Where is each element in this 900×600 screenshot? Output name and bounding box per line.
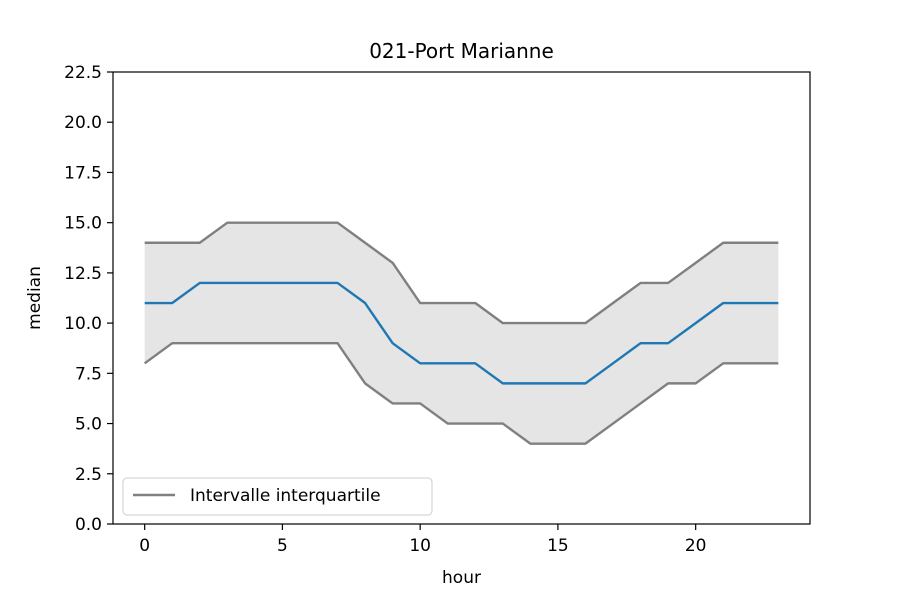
upper-line [144, 221, 779, 325]
lower-line [143, 342, 779, 445]
plot-frame [112, 71, 811, 525]
median-line [144, 281, 779, 385]
y-tick-label: 2.5 [75, 465, 102, 485]
legend-box [122, 477, 433, 516]
interquartile-band [144, 222, 779, 444]
interquartile-fill [144, 222, 779, 444]
legend-label: Intervalle interquartile [190, 486, 381, 506]
x-tick-label: 5 [277, 536, 288, 556]
chart-title: 021-Port Marianne [369, 39, 554, 63]
legend: Intervalle interquartile [122, 477, 433, 516]
y-tick-label: 0.0 [75, 515, 102, 535]
y-tick-label: 15.0 [64, 214, 102, 234]
y-tick-label: 7.5 [75, 364, 102, 384]
x-tick-label: 20 [685, 536, 707, 556]
y-tick-label: 20.0 [64, 113, 102, 133]
x-axis: 0 5 10 15 20 [139, 524, 706, 556]
y-tick-label: 10.0 [64, 314, 102, 334]
y-tick-label: 12.5 [64, 264, 102, 284]
y-tick-label: 17.5 [64, 163, 102, 183]
y-tick-label: 5.0 [75, 415, 102, 435]
series-lines [143, 221, 779, 445]
x-tick-label: 10 [409, 536, 431, 556]
y-tick-label: 22.5 [64, 63, 102, 83]
y-axis-label: median [25, 266, 45, 330]
x-axis-label: hour [442, 568, 481, 588]
x-tick-label: 15 [547, 536, 569, 556]
y-axis: 0.0 2.5 5.0 7.5 10.0 12.5 15.0 17.5 20.0 22.5 [64, 63, 113, 535]
x-tick-label: 0 [139, 536, 150, 556]
